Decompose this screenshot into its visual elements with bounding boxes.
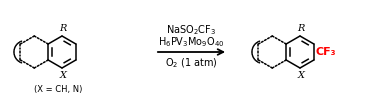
Text: CF₃: CF₃ bbox=[316, 47, 336, 57]
Text: NaSO$_2$CF$_3$: NaSO$_2$CF$_3$ bbox=[166, 23, 217, 37]
Text: X: X bbox=[59, 71, 67, 80]
Text: O$_2$ (1 atm): O$_2$ (1 atm) bbox=[165, 56, 218, 70]
Text: R: R bbox=[297, 24, 305, 33]
Text: H$_6$PV$_3$Mo$_9$O$_{40}$: H$_6$PV$_3$Mo$_9$O$_{40}$ bbox=[158, 35, 225, 49]
Text: (X = CH, N): (X = CH, N) bbox=[34, 85, 82, 94]
Text: X: X bbox=[297, 71, 305, 80]
Text: R: R bbox=[59, 24, 67, 33]
